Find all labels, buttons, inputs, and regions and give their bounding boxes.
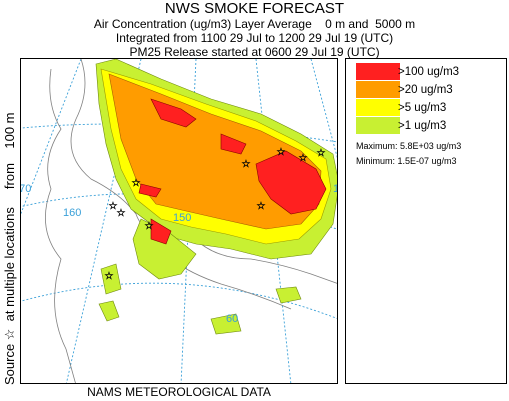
integration-period: Integrated from 1100 29 Jul to 1200 29 J… bbox=[115, 31, 394, 45]
source-star: ☆ bbox=[145, 221, 154, 232]
graticule-labels: 170 160 150 140 60 bbox=[21, 183, 338, 325]
source-star: ☆ bbox=[257, 201, 266, 212]
min-concentration: Minimum: 1.5E-07 ug/m3 bbox=[356, 156, 457, 166]
gt1-region bbox=[275, 286, 302, 304]
gt100-region bbox=[255, 150, 327, 215]
source-star: ☆ bbox=[109, 201, 118, 212]
gt1-region bbox=[98, 300, 120, 322]
source-star: ☆ bbox=[105, 271, 114, 282]
source-star: ☆ bbox=[317, 148, 326, 159]
gt100-region bbox=[150, 218, 172, 245]
source-star: ☆ bbox=[242, 159, 251, 170]
source-star: ☆ bbox=[117, 208, 126, 219]
source-star: ☆ bbox=[299, 153, 308, 164]
gt100-region bbox=[220, 133, 247, 155]
lon-label: 170 bbox=[21, 183, 31, 195]
source-locations-label: Source ☆ at multiple locations from 100 … bbox=[2, 112, 17, 386]
lon-label: 160 bbox=[63, 207, 81, 219]
gt100-region bbox=[150, 98, 197, 128]
gt1-region bbox=[210, 313, 242, 335]
longitude-line bbox=[310, 59, 337, 159]
source-star: ☆ bbox=[132, 178, 141, 189]
legend-item-gt5: >5 ug/m3 bbox=[356, 99, 446, 116]
coast-path bbox=[45, 68, 76, 383]
legend-item-gt20: >20 ug/m3 bbox=[356, 81, 453, 98]
data-source-footer: NAMS METEOROLOGICAL DATA bbox=[87, 385, 271, 399]
gt1-region bbox=[132, 218, 197, 280]
longitude-line bbox=[255, 59, 292, 383]
legend-swatch bbox=[356, 99, 400, 116]
legend-item-gt1: >1 ug/m3 bbox=[356, 117, 446, 134]
legend-swatch bbox=[356, 81, 400, 98]
gt1-region bbox=[100, 263, 122, 295]
coast-path bbox=[170, 258, 292, 310]
concentration-subtitle: Air Concentration (ug/m3) Layer Average … bbox=[93, 17, 416, 31]
forecast-title: NWS SMOKE FORECAST bbox=[164, 0, 345, 17]
legend-panel: >100 ug/m3 >20 ug/m3 >5 ug/m3 >1 ug/m3 M… bbox=[345, 58, 507, 384]
legend-label: >20 ug/m3 bbox=[398, 83, 453, 96]
legend-swatch bbox=[356, 117, 400, 134]
smoke-plume bbox=[95, 59, 337, 335]
gt100-region bbox=[138, 183, 162, 198]
smoke-map: ☆ ☆ ☆ ☆ ☆ ☆ ☆ ☆ ☆ ☆ 170 160 150 140 60 bbox=[20, 58, 338, 384]
source-markers: ☆ ☆ ☆ ☆ ☆ ☆ ☆ ☆ ☆ ☆ bbox=[104, 147, 326, 283]
max-concentration: Maximum: 5.8E+03 ug/m3 bbox=[356, 141, 462, 151]
lon-label: 150 bbox=[173, 212, 191, 224]
lat-label: 60 bbox=[226, 313, 238, 325]
legend-label: >100 ug/m3 bbox=[398, 65, 460, 78]
legend-label: >1 ug/m3 bbox=[398, 119, 447, 132]
release-start: PM25 Release started at 0600 29 Jul 19 (… bbox=[129, 45, 380, 59]
legend-label: >5 ug/m3 bbox=[398, 101, 447, 114]
legend-item-gt100: >100 ug/m3 bbox=[356, 63, 459, 80]
longitude-line bbox=[21, 59, 82, 215]
legend-swatch bbox=[356, 63, 400, 80]
source-star: ☆ bbox=[277, 147, 286, 158]
lon-label: 140 bbox=[333, 183, 338, 195]
map-canvas: ☆ ☆ ☆ ☆ ☆ ☆ ☆ ☆ ☆ ☆ 170 160 150 140 60 bbox=[21, 59, 338, 383]
